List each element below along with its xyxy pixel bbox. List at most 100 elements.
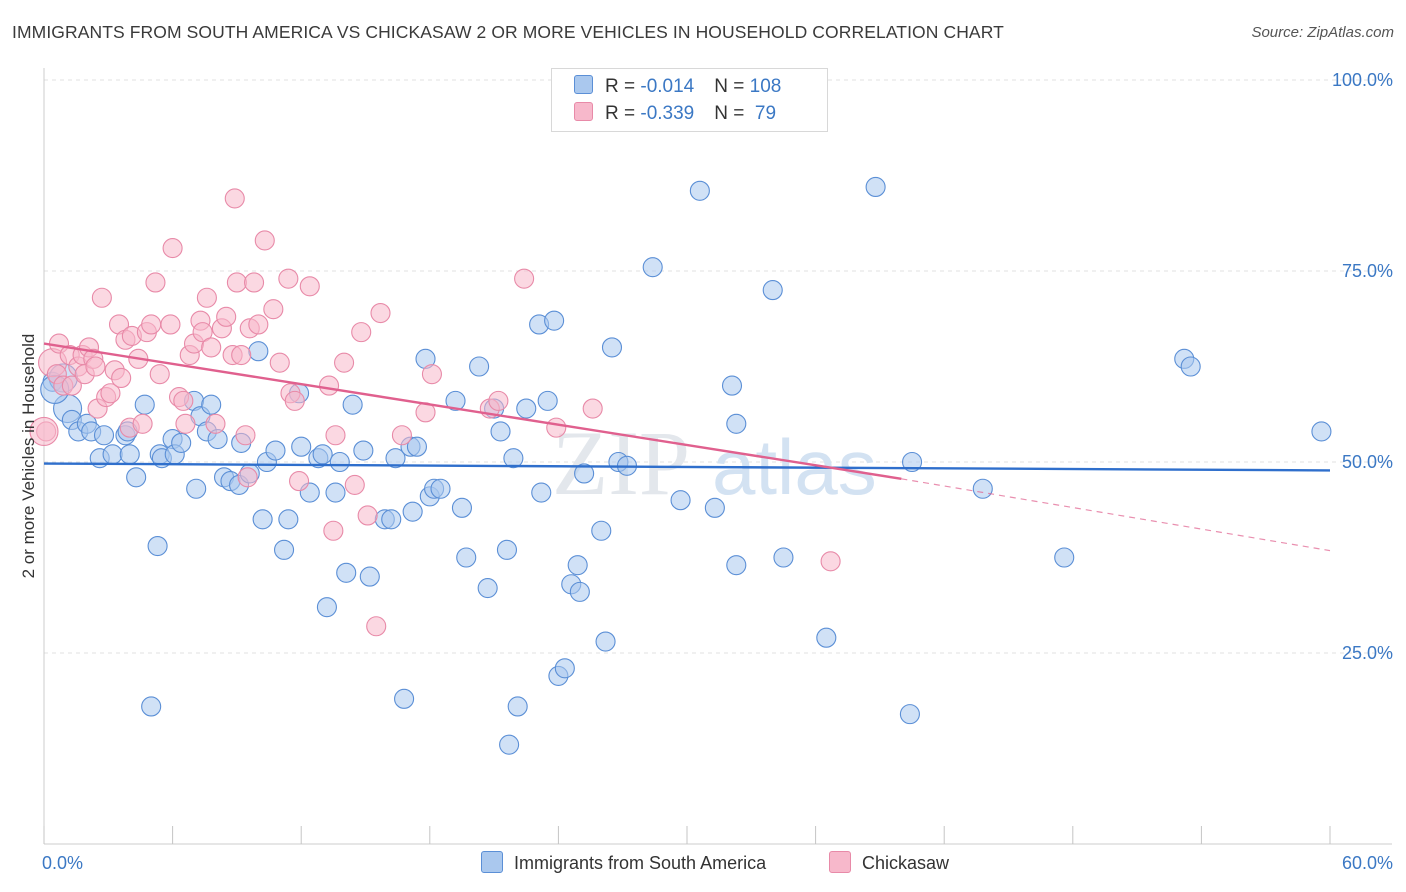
data-point — [357, 505, 378, 526]
legend-swatch-blue — [574, 75, 593, 94]
data-point — [325, 425, 346, 446]
data-point — [248, 314, 269, 335]
data-point — [488, 390, 509, 411]
data-point — [162, 238, 183, 259]
source-credit: Source: ZipAtlas.com — [1251, 24, 1394, 41]
data-point — [237, 467, 258, 488]
trend-line-1 — [43, 342, 902, 480]
x-tick-label: 60.0% — [1342, 853, 1393, 873]
data-point — [445, 390, 466, 411]
data-point — [762, 280, 783, 301]
data-point — [201, 394, 222, 415]
data-point — [1311, 421, 1332, 442]
r-value: -0.014 — [640, 76, 695, 97]
data-point — [289, 471, 310, 492]
data-point — [406, 436, 427, 457]
data-point — [231, 344, 252, 366]
r-label: R = — [605, 76, 641, 97]
data-point — [102, 444, 123, 465]
data-point — [252, 509, 273, 530]
data-point — [359, 566, 380, 587]
data-point — [704, 497, 725, 518]
data-point — [91, 287, 112, 308]
data-point — [254, 230, 275, 251]
data-point — [1180, 356, 1201, 377]
data-point — [141, 696, 162, 717]
data-point — [531, 482, 552, 503]
data-point — [299, 276, 320, 297]
legend-row-chickasaw: R = -0.339 N = 79 — [574, 102, 776, 128]
data-point — [186, 478, 207, 499]
y-tick-label: 75.0% — [1342, 261, 1393, 281]
data-point — [1054, 547, 1075, 568]
data-point — [569, 581, 590, 602]
data-point — [567, 555, 588, 576]
data-point — [816, 627, 837, 648]
data-point — [141, 314, 162, 335]
data-point — [721, 375, 743, 396]
legend-label: Immigrants from South America — [514, 853, 767, 873]
data-point — [201, 337, 222, 358]
data-point — [132, 413, 153, 434]
data-point — [216, 306, 237, 327]
data-point — [278, 268, 299, 289]
data-point — [336, 562, 357, 583]
series-legend: Immigrants from South America Chickasaw — [0, 851, 1406, 879]
data-point — [726, 555, 747, 576]
data-point — [284, 390, 305, 411]
legend-item-chickasaw: Chickasaw — [829, 851, 949, 874]
data-point — [670, 490, 691, 511]
data-point — [205, 413, 226, 434]
data-point — [591, 520, 612, 541]
data-point — [243, 272, 265, 293]
data-point — [224, 188, 245, 209]
data-point — [391, 425, 412, 446]
data-point — [111, 367, 132, 389]
axis-labels: 25.0% 50.0% 75.0% 100.0% 0.0% 60.0% 2 or more … — [19, 70, 1393, 873]
data-point — [381, 509, 402, 530]
y-axis-title: 2 or more Vehicles in Household — [19, 334, 38, 579]
data-point — [291, 436, 312, 457]
data-point — [546, 417, 567, 438]
data-point — [93, 425, 115, 446]
legend-swatch-blue — [481, 851, 503, 873]
legend-label: Chickasaw — [862, 853, 950, 873]
data-point — [726, 413, 747, 434]
data-point — [499, 734, 520, 755]
data-point — [972, 478, 993, 499]
data-point — [537, 390, 558, 411]
data-point — [503, 448, 524, 469]
data-point — [61, 375, 82, 396]
r-value: -0.339 — [640, 103, 695, 124]
n-label: N = — [714, 76, 750, 97]
n-value: 79 — [749, 103, 777, 124]
data-point — [820, 551, 841, 572]
data-point — [689, 180, 710, 201]
data-point — [595, 631, 616, 652]
data-point — [516, 398, 537, 419]
data-point — [325, 482, 346, 503]
trend-line-0 — [43, 462, 1331, 472]
data-point — [149, 364, 170, 385]
data-point — [248, 341, 269, 362]
chart-title: IMMIGRANTS FROM SOUTH AMERICA VS CHICKAS… — [12, 22, 1004, 42]
data-point — [366, 616, 387, 637]
data-point — [451, 497, 473, 518]
data-point — [394, 688, 415, 709]
data-point — [269, 352, 290, 373]
data-point — [899, 704, 920, 725]
data-point — [29, 416, 59, 446]
data-point — [226, 272, 247, 293]
data-point — [278, 509, 299, 530]
data-point — [351, 322, 372, 343]
data-point — [544, 310, 565, 331]
axes — [43, 68, 1392, 845]
data-point — [147, 535, 168, 557]
data-point — [160, 314, 181, 335]
data-point — [514, 268, 535, 289]
data-point — [456, 547, 477, 568]
data-point — [773, 547, 794, 568]
data-point — [901, 451, 923, 473]
data-point — [334, 352, 355, 373]
data-point — [100, 383, 121, 404]
